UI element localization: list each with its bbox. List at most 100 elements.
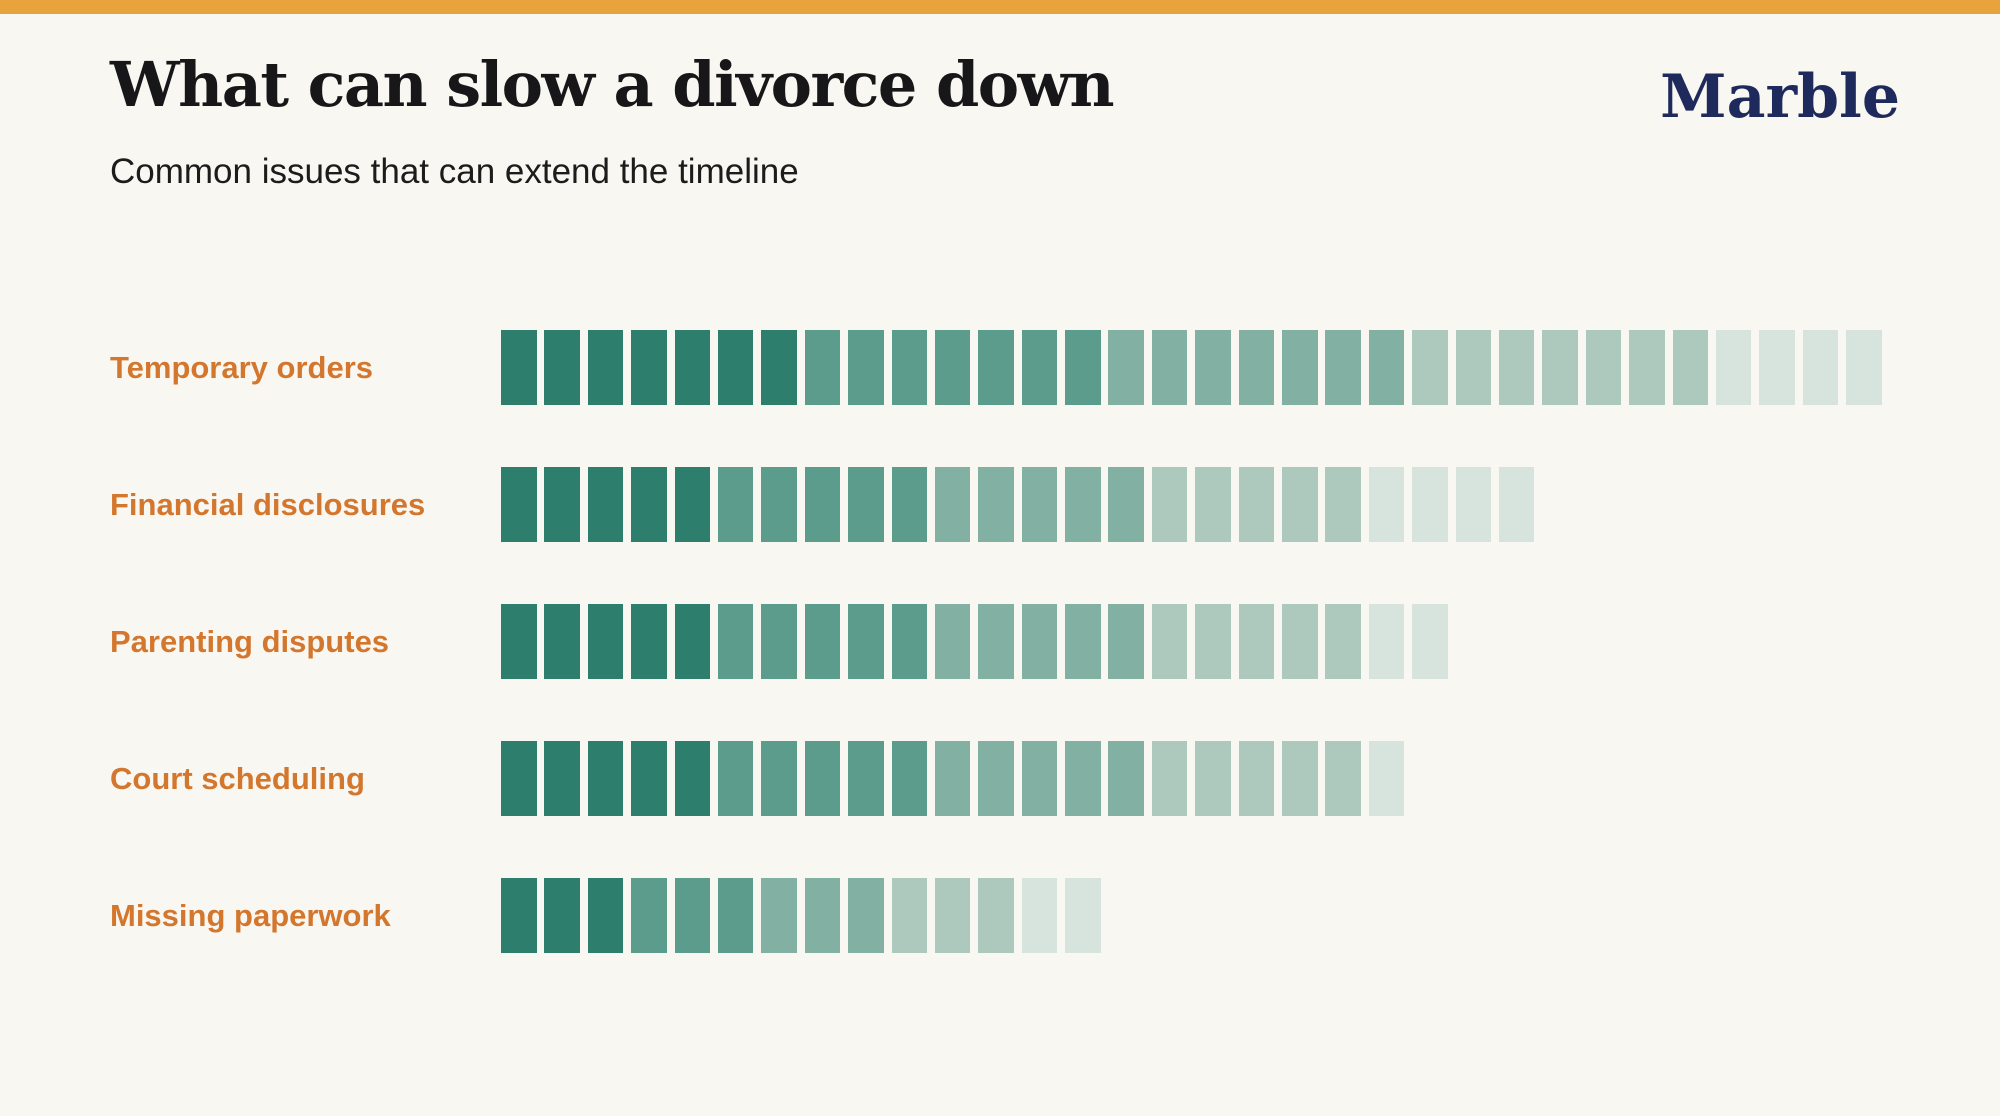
bar-segment	[1195, 330, 1231, 405]
bar-segment	[1021, 467, 1058, 542]
bar-segment	[761, 741, 797, 816]
bar-segment	[804, 330, 841, 405]
bar-segment	[848, 604, 884, 679]
bar-segment	[1108, 741, 1144, 816]
bar-segment	[1021, 741, 1058, 816]
bar-segment	[761, 878, 797, 953]
bar-segment	[631, 330, 667, 405]
bar-segment	[1065, 604, 1101, 679]
bar-segment	[631, 741, 667, 816]
bar-segment	[587, 741, 624, 816]
bar-segment	[804, 878, 841, 953]
bar-segment	[1065, 330, 1101, 405]
bar-segment	[1108, 467, 1144, 542]
bar-segment	[674, 467, 711, 542]
bar-segment	[934, 467, 971, 542]
bar-segment	[1325, 741, 1361, 816]
bar-segment	[717, 878, 754, 953]
bar-segment	[891, 330, 928, 405]
bar-segment	[1715, 330, 1752, 405]
bar-segment	[544, 330, 580, 405]
bar-segment	[1021, 604, 1058, 679]
bar-segment	[1282, 604, 1318, 679]
bar-segment	[1542, 330, 1578, 405]
bar-segment	[1238, 467, 1275, 542]
bar-segment	[761, 467, 797, 542]
bar-segment	[544, 878, 580, 953]
bar-segment	[1368, 330, 1405, 405]
bar-segment	[1151, 741, 1188, 816]
row-label: Temporary orders	[110, 350, 374, 385]
bar-segment	[1151, 467, 1188, 542]
row-bar	[501, 330, 1882, 405]
bar-segment	[1498, 330, 1535, 405]
chart-row: Temporary orders	[0, 330, 2000, 405]
bar-segment	[501, 330, 537, 405]
bar-segment	[1238, 741, 1275, 816]
bar-segment	[501, 878, 537, 953]
bar-segment	[891, 878, 928, 953]
bar-segment	[804, 467, 841, 542]
chart-row: Missing paperwork	[0, 878, 2000, 953]
bar-segment	[804, 604, 841, 679]
bar-segment	[587, 467, 624, 542]
bar-segment	[978, 741, 1014, 816]
bar-segment	[587, 330, 624, 405]
bar-segment	[848, 741, 884, 816]
bar-segment	[1846, 330, 1882, 405]
bar-segment	[1412, 330, 1448, 405]
bar-segment	[761, 330, 797, 405]
bar-segment	[1282, 741, 1318, 816]
bar-segment	[1368, 467, 1405, 542]
bar-segment	[848, 878, 884, 953]
bar-segment	[978, 467, 1014, 542]
bar-segment	[501, 741, 537, 816]
bar-segment	[631, 604, 667, 679]
bar-segment	[1151, 330, 1188, 405]
row-bar	[501, 604, 1448, 679]
bar-segment	[1021, 330, 1058, 405]
bar-segment	[1195, 467, 1231, 542]
bar-segment	[1368, 604, 1405, 679]
bar-segment	[934, 741, 971, 816]
marble-logo: Marble	[1660, 62, 1900, 132]
bar-segment	[1065, 878, 1101, 953]
chart-row: Parenting disputes	[0, 604, 2000, 679]
bar-segment	[1195, 741, 1231, 816]
row-bar	[501, 467, 1535, 542]
bar-segment	[1282, 330, 1318, 405]
bar-segment	[544, 467, 580, 542]
bar-segment	[1629, 330, 1665, 405]
bar-segment	[1065, 741, 1101, 816]
bar-segment	[501, 604, 537, 679]
bar-segment	[674, 604, 711, 679]
bar-segment	[717, 330, 754, 405]
bar-segment	[1325, 467, 1361, 542]
bar-segment	[544, 604, 580, 679]
bar-segment	[1585, 330, 1622, 405]
bar-segment	[587, 878, 624, 953]
bar-segment	[674, 741, 711, 816]
bar-segment	[978, 330, 1014, 405]
bar-segment	[1021, 878, 1058, 953]
bar-segment	[1065, 467, 1101, 542]
page-subtitle: Common issues that can extend the timeli…	[110, 152, 799, 191]
bar-segment	[631, 467, 667, 542]
bar-segment	[674, 330, 711, 405]
row-label: Parenting disputes	[110, 624, 390, 659]
bar-segment	[1108, 604, 1144, 679]
row-bar	[501, 878, 1101, 953]
bar-segment	[1802, 330, 1839, 405]
bar-segment	[1238, 604, 1275, 679]
bar-segment	[978, 604, 1014, 679]
bar-segment	[717, 741, 754, 816]
bar-segment	[848, 330, 884, 405]
bar-segment	[631, 878, 667, 953]
bar-segment	[934, 330, 971, 405]
bar-segment	[501, 467, 537, 542]
bar-segment	[761, 604, 797, 679]
bar-segment	[891, 467, 928, 542]
bar-segment	[934, 878, 971, 953]
bar-segment	[1325, 604, 1361, 679]
row-label: Court scheduling	[110, 761, 365, 796]
